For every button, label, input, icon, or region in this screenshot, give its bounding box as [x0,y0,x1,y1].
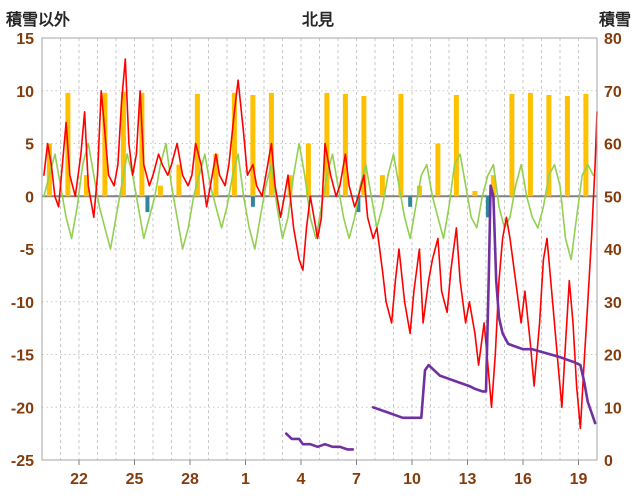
left-axis-tick-label: -20 [11,400,34,417]
snow-depth-line [284,432,355,451]
left-axis-tick-label: 0 [25,189,34,206]
x-axis-tick-label: 7 [352,471,361,488]
right-axis-tick-label: 30 [604,295,622,312]
right-axis-tick-label: 70 [604,84,622,101]
x-axis-tick-label: 10 [403,471,421,488]
left-axis-tick-label: -25 [11,453,34,470]
green-series-line [43,142,595,261]
x-axis-tick-label: 13 [459,471,477,488]
snow-depth-line [371,184,597,425]
x-axis-tick-label: 16 [514,471,532,488]
left-axis-title: 積雪以外 [6,12,71,29]
chart-title: 北見 [301,12,335,29]
left-axis-tick-label: 15 [16,31,34,48]
left-axis-tick-label: -15 [11,348,34,365]
right-axis-tick-label: 10 [604,400,622,417]
right-axis-tick-label: 60 [604,137,622,154]
x-axis-tick-label: 19 [570,471,588,488]
right-axis-tick-label: 0 [604,453,613,470]
x-axis-tick-label: 25 [126,471,144,488]
x-axis-tick-label: 22 [70,471,88,488]
right-axis-tick-label: 40 [604,242,622,259]
right-axis-title: 積雪 [598,12,631,29]
temperature-line [43,58,598,430]
left-axis-tick-label: 10 [16,84,34,101]
left-axis-tick-label: -10 [11,295,34,312]
x-axis-tick-label: 1 [241,471,250,488]
left-axis-tick-label: 5 [25,137,34,154]
left-axis-tick-label: -5 [20,242,34,259]
right-axis-tick-label: 20 [604,348,622,365]
right-axis-tick-label: 50 [604,189,622,206]
x-axis-tick-label: 4 [297,471,306,488]
plot-border [41,37,598,461]
right-axis-tick-label: 80 [604,31,622,48]
x-axis-tick-label: 28 [181,471,199,488]
